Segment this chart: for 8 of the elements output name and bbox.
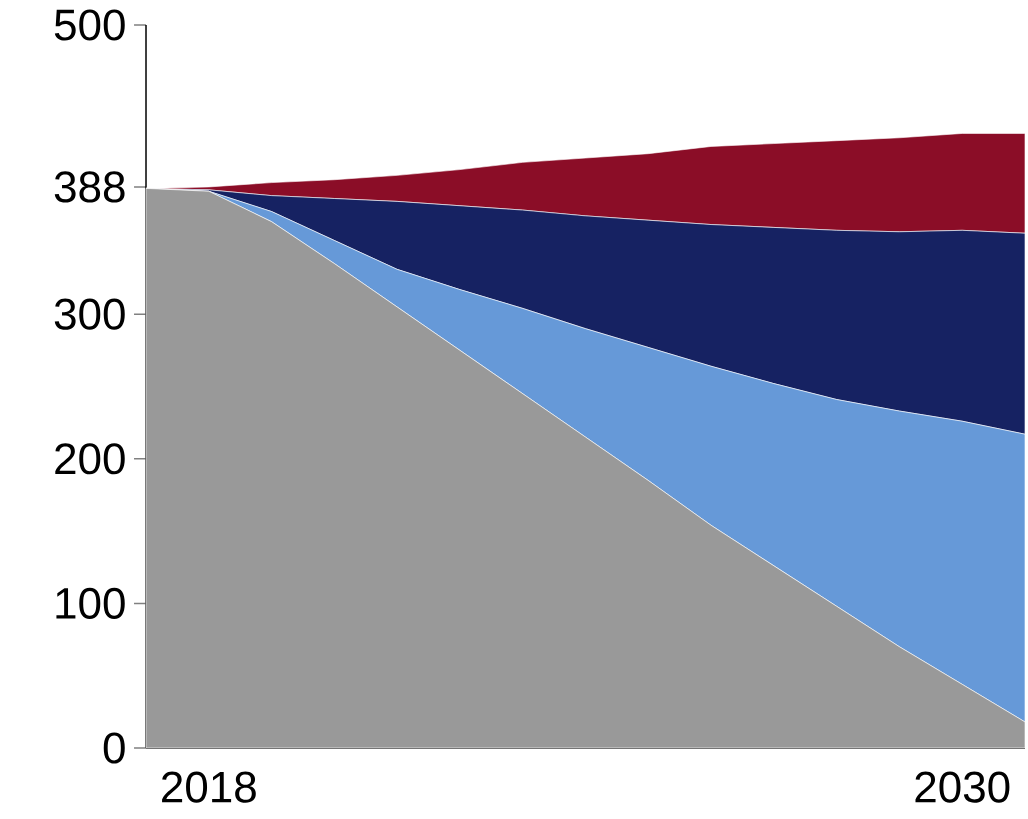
x-tick-label: 2030 — [915, 771, 1010, 803]
y-tick-label: 500 — [54, 9, 125, 41]
x-tick-label: 2018 — [162, 771, 256, 803]
y-tick-label: 388 — [54, 171, 125, 203]
y-tick-label: 100 — [56, 587, 125, 619]
y-tick-label: 200 — [55, 443, 125, 475]
y-tick-label: 300 — [54, 298, 125, 330]
y-tick-label: 0 — [103, 732, 125, 764]
